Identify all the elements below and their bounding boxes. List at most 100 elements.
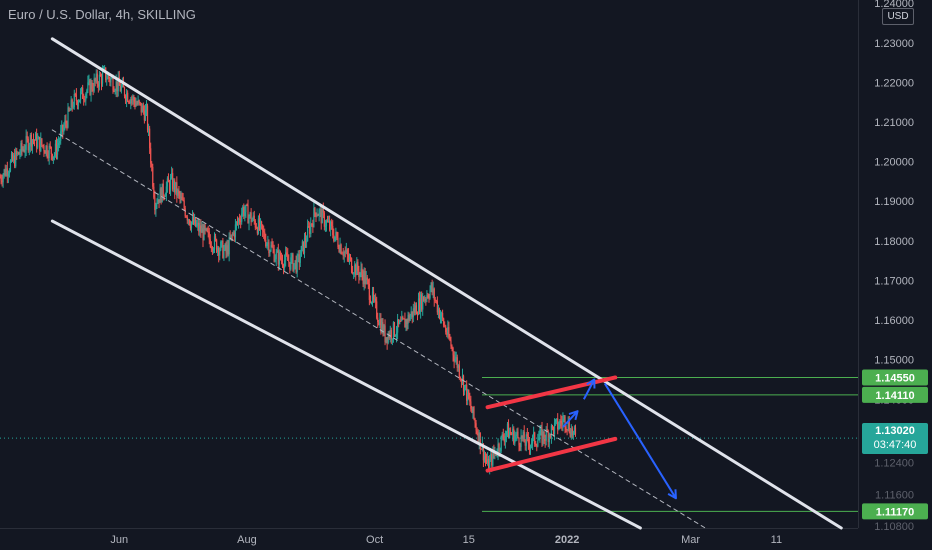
candle-body: [553, 422, 556, 435]
candle-body: [567, 421, 569, 430]
candle-body: [15, 150, 17, 167]
candle-body: [322, 209, 324, 213]
currency-button[interactable]: USD: [882, 8, 914, 25]
candle-body: [402, 316, 404, 319]
candle-body: [473, 406, 475, 419]
candle-body: [341, 253, 343, 255]
candle-body: [11, 154, 14, 161]
price-level-tag: [862, 386, 928, 403]
candle-body: [477, 433, 479, 443]
candle-body: [37, 139, 39, 148]
candle-body: [305, 241, 308, 243]
x-tick-label: Jun: [110, 534, 128, 546]
candle-body: [453, 355, 455, 362]
candle-body: [526, 434, 528, 437]
candle-body: [159, 188, 161, 203]
candle-body: [124, 96, 127, 101]
y-tick-label: 1.11600: [875, 489, 914, 501]
candle-body: [564, 416, 566, 428]
candle-body: [445, 326, 447, 333]
candle-body: [205, 228, 207, 230]
channel-lower-line: [50, 219, 642, 530]
forecast-arrow-head: [568, 410, 579, 421]
candle-body: [200, 225, 202, 233]
candle-body: [263, 230, 265, 233]
candle-body: [274, 259, 276, 262]
candle-body: [73, 94, 75, 107]
candle-body: [264, 232, 266, 240]
candle-body: [196, 224, 198, 227]
candle-body: [407, 314, 409, 325]
candle-body: [50, 146, 52, 155]
candle-body: [214, 236, 217, 240]
candle-body: [226, 245, 228, 253]
y-tick-label: 1.18000: [874, 236, 914, 248]
candle-body: [268, 242, 270, 254]
candle-body: [248, 216, 250, 224]
candle-body: [452, 347, 454, 356]
candle-body: [369, 299, 372, 303]
candle-body: [281, 259, 284, 266]
candle-body: [377, 317, 379, 323]
candle-body: [394, 335, 397, 337]
y-tick-label: 1.24000: [874, 0, 914, 10]
candle-body: [222, 240, 224, 258]
candle-body: [237, 218, 240, 223]
candle-body: [561, 422, 563, 425]
candle-body: [456, 357, 458, 368]
candle-body: [503, 438, 505, 442]
candle-body: [178, 189, 180, 194]
candle-body: [240, 221, 242, 222]
candle-body: [356, 261, 358, 276]
candle-body: [312, 223, 314, 228]
candle-body: [385, 337, 387, 343]
candle-body: [206, 228, 208, 232]
candle-body: [571, 428, 573, 436]
candle-body: [9, 161, 12, 172]
candle-body: [440, 313, 443, 317]
candle-body: [217, 247, 219, 252]
candle-body: [504, 435, 506, 442]
candle-body: [332, 226, 334, 235]
candle-body: [277, 250, 279, 265]
candle-body: [563, 416, 565, 419]
candle-body: [203, 225, 205, 241]
candle-body: [347, 254, 350, 260]
candle-body: [363, 271, 365, 285]
candle-body: [371, 291, 374, 303]
candle-body: [488, 458, 490, 471]
candle-body: [446, 332, 448, 335]
candle-body: [227, 245, 229, 255]
candle-body: [337, 238, 339, 248]
candle-body: [378, 322, 380, 326]
candle-body: [229, 236, 231, 239]
candle-body: [316, 215, 318, 217]
candle-body: [183, 200, 185, 209]
candle-body: [112, 77, 114, 91]
candle-body: [197, 222, 199, 225]
candle-body: [48, 145, 50, 159]
candle-body: [143, 110, 145, 121]
candle-body: [502, 434, 504, 439]
candle-body: [447, 327, 449, 335]
candle-body: [333, 234, 335, 241]
candle-body: [516, 431, 518, 435]
candle-body: [279, 252, 282, 259]
candle-body: [469, 398, 471, 402]
x-tick-label: 11: [771, 534, 782, 546]
chart-title: Euro / U.S. Dollar, 4h, SKILLING: [8, 7, 196, 22]
candle-body: [325, 220, 328, 227]
candle-body: [520, 435, 522, 448]
candle-body: [10, 154, 13, 162]
candle-body: [544, 439, 546, 441]
candle-body: [460, 379, 463, 382]
candle-body: [211, 247, 214, 251]
candle-body: [195, 217, 197, 227]
candle-body: [412, 308, 414, 318]
candle-body: [562, 418, 564, 425]
candle-body: [317, 215, 319, 216]
x-tick-label: Mar: [681, 534, 700, 546]
candle-body: [518, 437, 520, 446]
candle-body: [471, 408, 473, 414]
